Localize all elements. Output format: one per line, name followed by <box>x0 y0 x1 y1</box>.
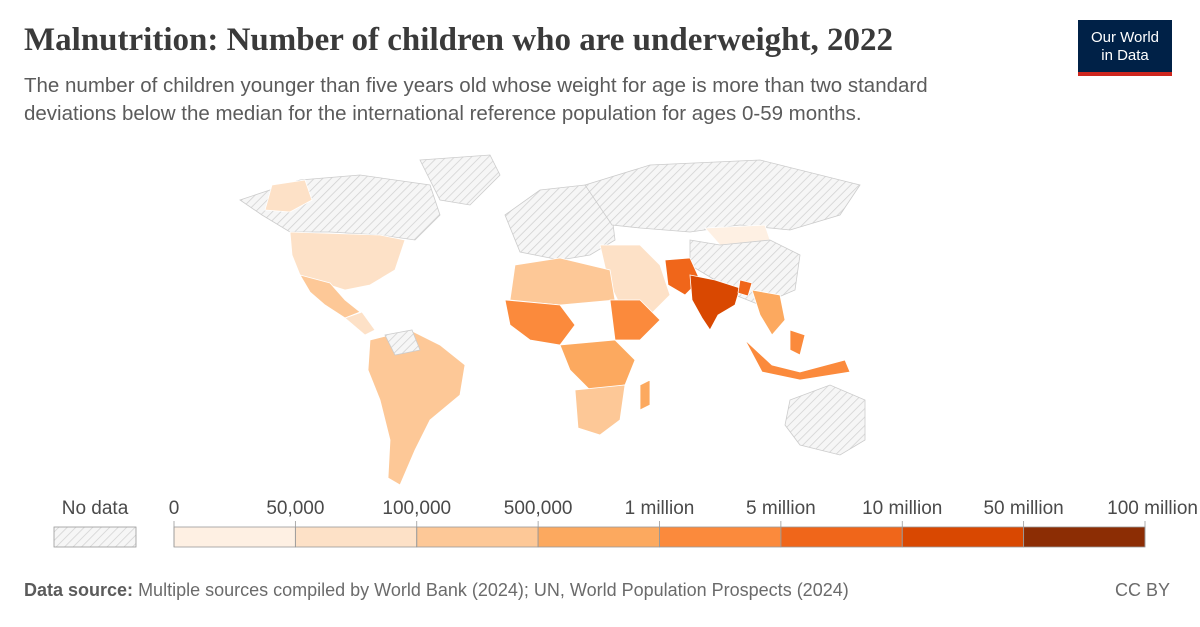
legend-bin <box>1023 526 1146 548</box>
central-africa <box>559 339 636 391</box>
legend-bin <box>901 526 1025 548</box>
logo[interactable]: Our World in Data <box>1078 20 1172 76</box>
russia <box>584 159 861 233</box>
legend-bin <box>294 526 418 548</box>
legend-tick-label: 100,000 <box>382 498 451 519</box>
legend-tick-label: 0 <box>169 498 180 519</box>
southeast-asia <box>751 289 786 336</box>
greenland <box>419 154 501 206</box>
philippines <box>789 329 806 356</box>
bangladesh <box>737 279 753 297</box>
legend-bin <box>537 526 660 548</box>
legend-tick-label: 1 million <box>625 498 695 519</box>
madagascar <box>639 379 651 411</box>
southern-africa <box>574 384 626 436</box>
legend: No data 0 50,000 100,000 500,000 1 million 5 … <box>53 498 1198 548</box>
footer: Data source: Multiple sources compiled b… <box>24 580 849 601</box>
world-map <box>239 154 866 486</box>
legend-bin <box>780 526 903 548</box>
legend-tick-label: 50,000 <box>266 498 324 519</box>
legend-tick-label: 5 million <box>746 498 816 519</box>
india <box>689 274 741 331</box>
title: Malnutrition: Number of children who are… <box>24 22 894 58</box>
usa <box>289 231 406 291</box>
subtitle: The number of children younger than five… <box>24 74 928 125</box>
legend-tick-label: 500,000 <box>504 498 573 519</box>
legend-bin <box>659 526 782 548</box>
logo-line: Our World <box>1090 29 1160 46</box>
central-america <box>344 311 376 336</box>
legend-tick-label: 100 million <box>1107 498 1198 519</box>
legend-bin <box>173 526 296 548</box>
venezuela <box>384 329 421 356</box>
source-label: Data source: <box>24 580 134 600</box>
logo-line: in Data <box>1101 47 1149 64</box>
east-africa <box>609 299 661 341</box>
europe <box>504 184 616 261</box>
legend-tick-label: 50 million <box>983 498 1063 519</box>
legend-tick-label: 10 million <box>862 498 942 519</box>
west-africa <box>504 299 576 346</box>
north-africa <box>509 257 616 306</box>
indonesia <box>744 339 851 381</box>
license[interactable]: CC BY <box>1114 580 1170 600</box>
australia <box>784 384 866 456</box>
source-text: Multiple sources compiled by World Bank … <box>138 580 849 600</box>
no-data-label: No data <box>62 498 129 519</box>
alaska <box>264 179 313 213</box>
south-america <box>367 329 466 486</box>
no-data-swatch <box>53 526 137 548</box>
legend-bin <box>416 526 539 548</box>
